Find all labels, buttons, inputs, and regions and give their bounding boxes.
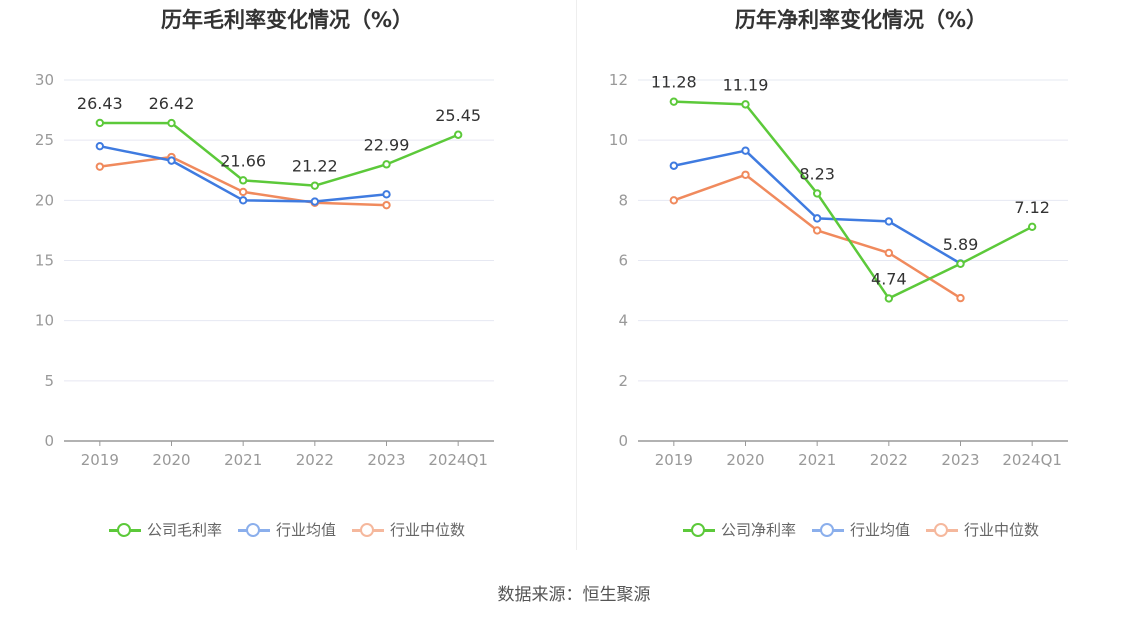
data-point-median [956,293,965,303]
legend-item-company[interactable]: 公司净利率 [682,519,796,540]
y-tick-label: 12 [609,71,628,89]
data-point-average [812,214,822,223]
data-point-company [669,97,679,106]
gross-margin-chart-panel: 历年毛利率变化情况（%） 0 5 10 15 20 25 30 2019 2020 2021 202… [0,0,574,560]
legend-average-icon [237,522,270,537]
data-source: 数据来源：恒生聚源 [497,585,651,605]
data-point-company [741,100,750,109]
data-point-average [95,141,105,151]
data-point-median [741,170,750,179]
data-point-median [95,162,105,171]
legend-item-median[interactable]: 行业中位数 [926,519,1039,540]
data-label: 22.99 [364,135,410,154]
data-point-median [669,196,679,205]
x-tick-label: 2023 [367,451,405,469]
data-label: 21.66 [220,151,266,170]
data-point-average [238,196,248,205]
legend-label-average: 行业均值 [275,521,336,539]
x-tick-label: 2021 [224,451,262,469]
data-point-company [956,259,965,269]
data-label: 11.28 [651,73,697,92]
data-point-company [382,160,391,169]
data-label: 21.22 [292,157,338,176]
y-tick-label: 6 [618,252,628,270]
y-tick-label: 4 [618,312,628,330]
y-tick-label: 5 [44,372,54,390]
data-point-median [884,248,894,258]
legend-item-median[interactable]: 行业中位数 [352,519,465,540]
legend-label-median: 行业中位数 [964,521,1040,539]
y-tick-label: 2 [618,372,628,390]
data-point-company [884,294,894,303]
data-label: 26.42 [149,94,195,113]
y-tick-label: 10 [35,312,54,330]
data-label: 7.12 [1014,198,1050,217]
data-point-average [310,197,320,206]
legend-item-average[interactable]: 行业均值 [811,519,910,540]
data-point-median [812,226,822,235]
x-tick-label: 2022 [870,451,908,469]
y-tick-label: 10 [609,131,628,149]
chart-title: 历年毛利率变化情况（%） [160,8,414,32]
series-line-company [673,100,1033,300]
legend-company-icon [682,522,715,537]
panel-divider [576,0,577,550]
y-tick-label: 30 [35,71,54,89]
legend-company-icon [108,522,141,537]
data-point-average [669,161,679,170]
data-point-company [238,176,248,185]
x-tick-label: 2019 [655,451,693,469]
x-tick-label: 2020 [726,451,764,469]
chart-title: 历年净利率变化情况（%） [734,8,988,32]
data-point-company [95,118,105,128]
x-tick-label: 2024Q1 [1002,451,1062,469]
legend-median-icon [926,522,958,537]
legend-label-company: 公司毛利率 [146,521,222,539]
data-point-median [382,200,391,210]
data-label: 25.45 [435,106,481,125]
data-label: 4.74 [871,269,907,288]
chart-legend: 公司净利率 行业均值 行业中位数 [574,519,1148,540]
y-tick-label: 8 [618,191,628,209]
y-tick-label: 0 [618,432,628,450]
x-tick-label: 2020 [152,451,190,469]
y-tick-label: 20 [35,191,54,209]
x-tick-label: 2022 [296,451,334,469]
data-point-median [238,187,248,197]
y-tick-label: 0 [44,432,54,450]
legend-median-icon [352,522,384,537]
data-point-company [167,118,176,128]
data-point-average [884,217,894,226]
gross-margin-chart: 0 5 10 15 20 25 30 2019 2020 2021 2022 2023 2024Q1 26… [35,71,494,469]
data-point-company [1027,222,1037,232]
legend-item-average[interactable]: 行业均值 [237,519,336,540]
chart-legend: 公司毛利率 行业均值 行业中位数 [0,519,574,540]
data-label: 8.23 [799,164,835,183]
x-tick-label: 2023 [941,451,979,469]
legend-label-median: 行业中位数 [390,521,466,539]
data-point-average [382,190,391,199]
y-tick-label: 25 [35,131,54,149]
legend-label-average: 行业均值 [849,521,910,539]
net-margin-chart-panel: 历年净利率变化情况（%） 0 2 4 6 8 10 12 2019 2020 2021 2022 20… [574,0,1148,560]
legend-label-company: 公司净利率 [720,521,796,539]
legend-item-company[interactable]: 公司毛利率 [108,519,222,540]
series-line-company [99,121,459,187]
legend-average-icon [811,522,844,537]
data-point-average [741,146,750,155]
data-label: 11.19 [723,75,769,94]
data-label: 26.43 [77,94,123,113]
x-tick-label: 2024Q1 [428,451,488,469]
x-tick-label: 2019 [81,451,119,469]
y-tick-label: 15 [35,252,54,270]
data-point-company [310,181,320,190]
x-tick-label: 2021 [798,451,836,469]
data-point-average [167,156,176,165]
data-label: 5.89 [943,235,979,254]
net-margin-chart: 0 2 4 6 8 10 12 2019 2020 2021 2022 2023 2024Q1 11.28… [609,71,1068,469]
data-point-company [453,130,463,139]
data-point-company [812,189,822,198]
